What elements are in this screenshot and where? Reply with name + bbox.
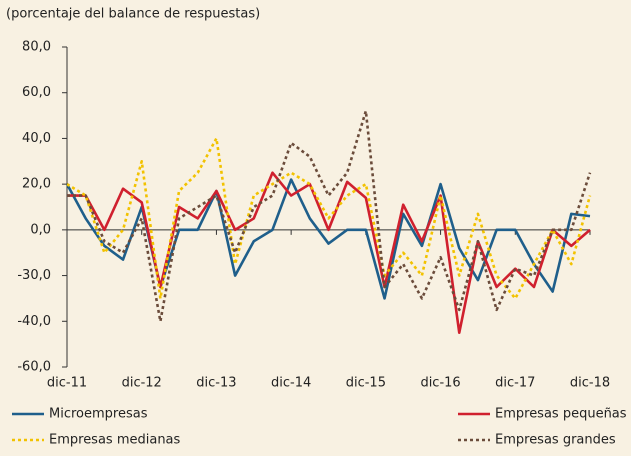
legend-label: Empresas medianas [49,433,181,448]
y-tick-label: 80,0 [22,40,51,55]
y-tick-label: 60,0 [22,85,51,100]
chart-subtitle: (porcentaje del balance de respuestas) [6,7,260,22]
legend-label: Empresas grandes [495,433,616,448]
x-tick-label: dic-15 [346,376,386,391]
x-tick-label: dic-18 [570,376,610,391]
x-tick-label: dic-14 [271,376,311,391]
series-line [67,171,591,335]
y-tick-label: -60,0 [17,360,51,375]
series-line [66,137,592,300]
y-tick-label: 0,0 [30,222,51,237]
y-tick-label: -30,0 [17,268,51,283]
x-tick-label: dic-17 [495,376,535,391]
x-tick-label: dic-11 [47,376,87,391]
x-tick-label: dic-16 [420,376,460,391]
x-tick-label: dic-13 [196,376,236,391]
y-tick-label: 20,0 [22,177,51,192]
legend-label: Microempresas [49,407,148,422]
y-tick-label: 40,0 [22,131,51,146]
x-tick-label: dic-12 [122,376,162,391]
series-line [67,109,592,323]
legend-label: Empresas pequeñas [495,407,627,422]
y-tick-label: -40,0 [17,314,51,329]
